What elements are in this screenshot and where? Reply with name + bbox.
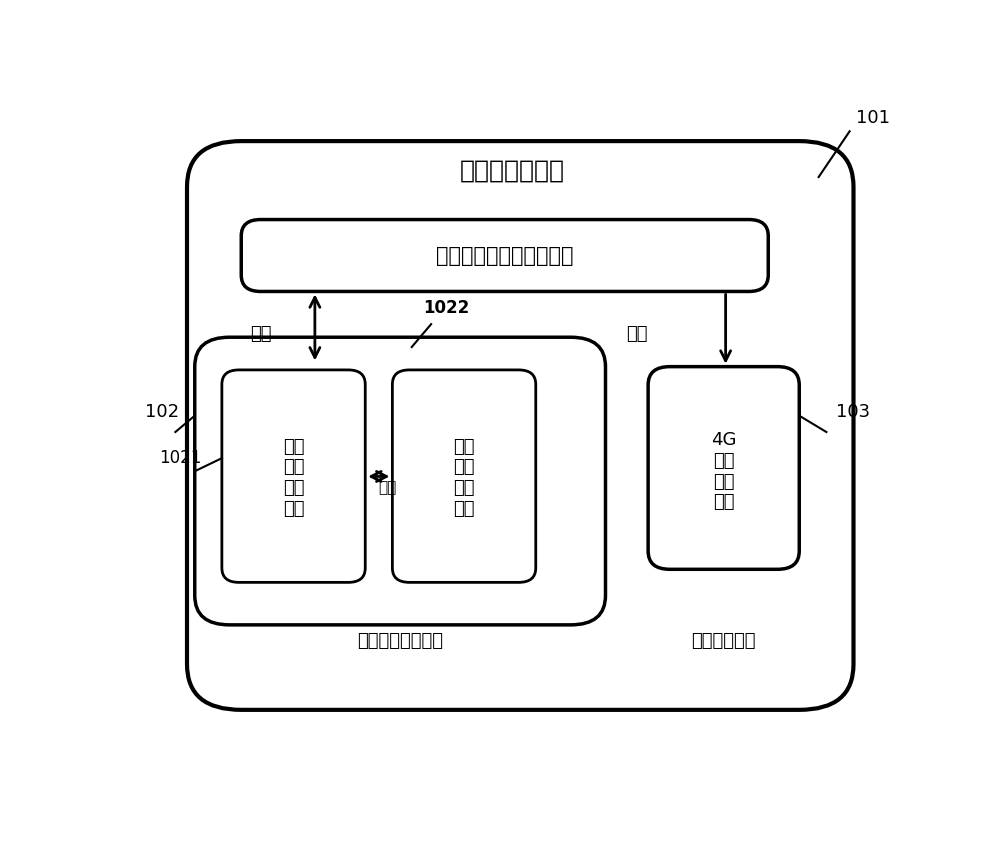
Text: 串口: 串口 xyxy=(378,480,396,495)
Text: 集中器（网关）主处理器: 集中器（网关）主处理器 xyxy=(436,245,574,266)
Text: 集中器（网关）: 集中器（网关） xyxy=(460,159,565,183)
Text: 101: 101 xyxy=(856,110,890,127)
Text: 103: 103 xyxy=(836,403,871,421)
Text: 1021: 1021 xyxy=(160,449,202,467)
Text: 远程通信单元: 远程通信单元 xyxy=(691,633,756,650)
Text: 1022: 1022 xyxy=(424,299,470,317)
FancyBboxPatch shape xyxy=(648,367,799,570)
Text: 第一本地通信单元: 第一本地通信单元 xyxy=(357,633,443,650)
FancyBboxPatch shape xyxy=(392,370,536,582)
Text: 102: 102 xyxy=(145,403,179,421)
Text: 第一
无线
通信
单元: 第一 无线 通信 单元 xyxy=(453,437,475,518)
FancyBboxPatch shape xyxy=(187,141,854,710)
Text: 4G
移动
通信
单元: 4G 移动 通信 单元 xyxy=(711,431,736,511)
Text: 第一
载波
通信
单元: 第一 载波 通信 单元 xyxy=(283,437,304,518)
Text: 串口: 串口 xyxy=(250,325,271,343)
Text: 串口: 串口 xyxy=(626,325,647,343)
FancyBboxPatch shape xyxy=(222,370,365,582)
FancyBboxPatch shape xyxy=(241,220,768,291)
FancyBboxPatch shape xyxy=(195,337,606,625)
